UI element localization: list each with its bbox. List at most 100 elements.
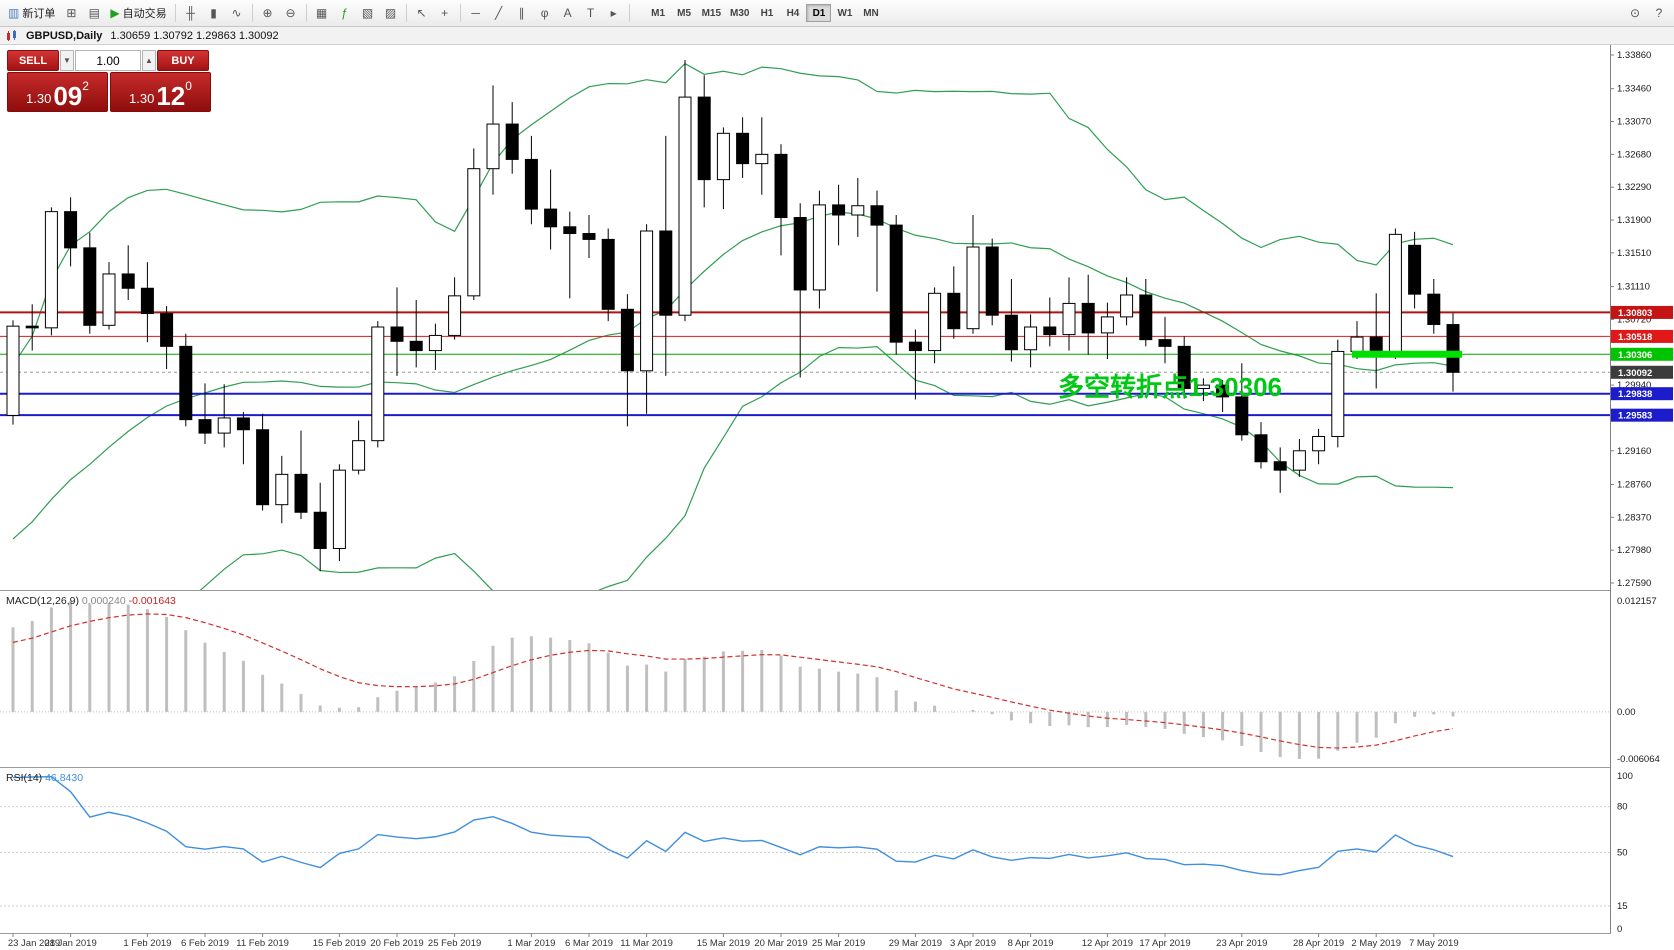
zoom-in-button[interactable]: ⊕ xyxy=(257,3,279,24)
candlestick-chart-icon: ▮ xyxy=(210,6,217,20)
x-axis-label: 2 May 2019 xyxy=(1351,938,1401,949)
bear-candle xyxy=(1216,384,1230,398)
crosshair-icon: + xyxy=(441,6,449,20)
macd-histogram-bar xyxy=(1336,711,1340,751)
chart-windows-button[interactable]: ⊞ xyxy=(60,3,82,24)
bear-candle xyxy=(582,233,596,240)
macd-histogram-bar xyxy=(1317,711,1321,759)
search-button[interactable]: ⊙ xyxy=(1624,3,1646,24)
timeframe-m1[interactable]: M1 xyxy=(646,4,671,22)
profiles-button[interactable]: ▤ xyxy=(83,3,105,24)
macd-histogram-bar xyxy=(1374,711,1378,738)
horizontal-line-button[interactable]: ─ xyxy=(465,3,487,24)
periods-icon: ▧ xyxy=(361,6,374,20)
x-axis-label: 3 Apr 2019 xyxy=(950,938,996,949)
timeframe-h1[interactable]: H1 xyxy=(754,4,779,22)
bear-candle xyxy=(524,158,538,210)
macd-histogram-bar xyxy=(1163,711,1167,729)
annotation-text[interactable]: 多空转折点1.30306 xyxy=(1058,372,1282,402)
chart-ohlc-values: 1.30659 1.30792 1.29863 1.30092 xyxy=(110,29,279,42)
macd-histogram-bar xyxy=(107,602,111,712)
macd-histogram-bar xyxy=(1009,711,1013,721)
periods-button[interactable]: ▧ xyxy=(357,3,379,24)
bar-chart-button[interactable]: ╫ xyxy=(180,3,202,24)
timeframe-group: M1 M5 M15 M30 H1 H4 D1 W1 MN xyxy=(646,4,884,22)
macd-histogram-bar xyxy=(49,607,53,712)
x-axis-label: 1 Mar 2019 xyxy=(507,938,555,949)
arrows-button[interactable]: ▸ xyxy=(603,3,625,24)
macd-histogram-bar xyxy=(741,650,745,712)
bear-candle xyxy=(1081,302,1095,334)
trendline-icon: ╱ xyxy=(494,6,503,20)
buy-button[interactable]: BUY xyxy=(157,50,209,71)
toolbar-separator xyxy=(628,4,630,22)
fibonacci-button[interactable]: φ xyxy=(534,3,556,24)
macd-histogram-bar xyxy=(952,711,956,713)
timeframe-h4[interactable]: H4 xyxy=(780,4,805,22)
chart-windows-icon: ⊞ xyxy=(66,6,77,20)
tile-windows-button[interactable]: ▦ xyxy=(311,3,333,24)
y-axis-label: 1.32290 xyxy=(1617,182,1651,193)
zoom-out-button[interactable]: ⊖ xyxy=(280,3,302,24)
bull-candle xyxy=(467,168,481,297)
channel-button[interactable]: ∥ xyxy=(511,3,533,24)
macd-histogram-bar xyxy=(1144,711,1148,727)
volume-increase-button[interactable]: ▲ xyxy=(142,50,156,71)
x-axis-label: 7 May 2019 xyxy=(1409,938,1459,949)
help-icon: ? xyxy=(1655,6,1663,20)
indicators-button[interactable]: ƒ xyxy=(334,3,356,24)
x-axis-label: 6 Feb 2019 xyxy=(181,938,229,949)
macd-histogram-bar xyxy=(88,603,92,712)
sell-price-box[interactable]: 1.30 09 2 xyxy=(7,72,108,112)
volume-input[interactable] xyxy=(75,50,141,71)
new-order-icon: ▥ xyxy=(8,6,20,20)
macd-title: MACD(12,26,9) 0.000240 -0.001643 xyxy=(6,595,176,607)
autotrading-icon: ▶ xyxy=(110,6,120,20)
price-badge-label: 1.30803 xyxy=(1618,308,1652,319)
bollinger-middle-line xyxy=(12,211,1454,540)
price-badge xyxy=(1611,365,1673,379)
text-button[interactable]: A xyxy=(557,3,579,24)
label-button[interactable]: T xyxy=(580,3,602,24)
autotrading-button[interactable]: ▶ 自动交易 xyxy=(106,3,170,24)
y-axis-label: 1.30720 xyxy=(1617,314,1651,325)
bear-candle xyxy=(25,325,39,329)
macd-histogram-bar xyxy=(971,709,975,712)
y-axis-label: 1.28370 xyxy=(1617,512,1651,523)
macd-histogram-bar xyxy=(1221,711,1225,741)
timeframe-w1[interactable]: W1 xyxy=(832,4,857,22)
x-axis-label: 17 Apr 2019 xyxy=(1139,938,1190,949)
line-chart-button[interactable]: ∿ xyxy=(226,3,248,24)
cursor-button[interactable]: ↖ xyxy=(411,3,433,24)
timeframe-mn[interactable]: MN xyxy=(858,4,883,22)
new-order-button[interactable]: ▥ 新订单 xyxy=(4,3,59,24)
sell-button[interactable]: SELL xyxy=(7,50,59,71)
macd-histogram-bar xyxy=(817,668,821,712)
candlestick-chart-button[interactable]: ▮ xyxy=(203,3,225,24)
macd-histogram-bar xyxy=(280,683,284,712)
crosshair-button[interactable]: + xyxy=(434,3,456,24)
y-axis-label: 1.27590 xyxy=(1617,578,1651,589)
bar-chart-icon: ╫ xyxy=(186,6,195,20)
autotrading-button-label: 自动交易 xyxy=(122,8,167,20)
timeframe-m15[interactable]: M15 xyxy=(698,4,725,22)
bull-candle xyxy=(371,326,385,442)
timeframe-d1[interactable]: D1 xyxy=(806,4,832,22)
buy-price-box[interactable]: 1.30 12 0 xyxy=(110,72,211,112)
price-chart[interactable]: 多空转折点1.30306 1.33860 1.33460 1.33070 1.32680… xyxy=(0,45,1674,950)
bear-candle xyxy=(1004,314,1018,351)
x-axis-label: 15 Feb 2019 xyxy=(313,938,366,949)
bull-candle xyxy=(217,417,231,434)
trendline-button[interactable]: ╱ xyxy=(488,3,510,24)
bull-candle xyxy=(275,473,289,506)
label-icon: T xyxy=(586,6,595,20)
templates-button[interactable]: ▨ xyxy=(380,3,402,24)
volume-decrease-button[interactable]: ▼ xyxy=(60,50,74,71)
x-axis-label: 25 Mar 2019 xyxy=(812,938,865,949)
timeframe-m5[interactable]: M5 xyxy=(672,4,697,22)
bear-candle xyxy=(1273,461,1287,471)
toolbar-right-group: ⊙? xyxy=(1624,3,1670,24)
timeframe-m30[interactable]: M30 xyxy=(726,4,753,22)
help-button[interactable]: ? xyxy=(1648,3,1670,24)
